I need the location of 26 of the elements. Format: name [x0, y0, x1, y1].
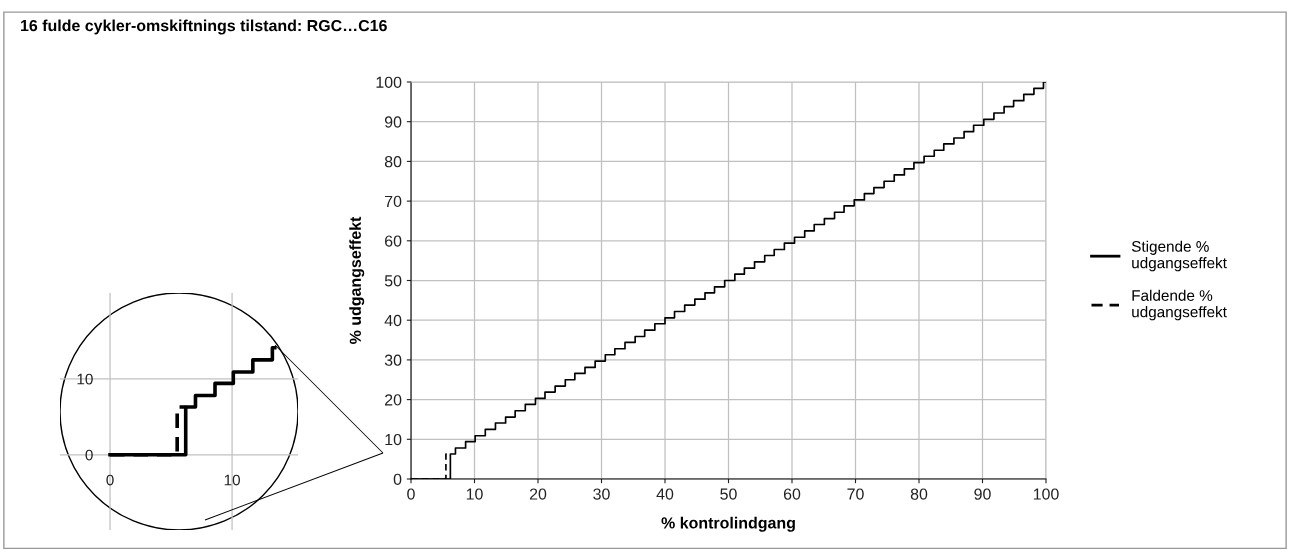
x-tick-label: 80 [910, 488, 928, 500]
x-axis-title: % kontrolindgang [661, 516, 795, 532]
x-tick-label: 0 [407, 488, 415, 500]
y-tick-label: 60 [385, 235, 402, 247]
x-tick-label: 30 [593, 488, 610, 500]
x-tick-label: 50 [720, 488, 737, 500]
legend-label: Stigende % udgangseffekt [1131, 240, 1227, 272]
y-tick-label: 40 [384, 314, 402, 327]
x-tick-label: 40 [656, 488, 674, 500]
text: 16 fulde cykler-omskiftnings tilstand: RGC…C16 [21, 19, 387, 35]
y-tick-label: 50 [384, 275, 402, 287]
y-tick-label: 80 [384, 156, 402, 168]
x-tick-label: 100 [1033, 488, 1059, 500]
x-tick-label: 60 [783, 488, 801, 500]
x-tick-label: 10 [466, 488, 483, 500]
y-tick-label: 100 [376, 76, 402, 88]
y-tick-label: 30 [384, 354, 402, 366]
x-tick-label: 90 [974, 488, 991, 500]
y-tick-label: 70 [385, 195, 402, 208]
y-tick-label: 90 [384, 116, 402, 128]
y-tick-label: 20 [385, 394, 402, 406]
x-tick-label: 70 [847, 488, 864, 500]
y-tick-label: 10 [385, 433, 402, 446]
y-axis-title: % udgangseffekt [349, 216, 365, 344]
x-tick-label: 20 [529, 488, 547, 500]
legend-label: Faldende % udgangseffekt [1132, 289, 1227, 321]
